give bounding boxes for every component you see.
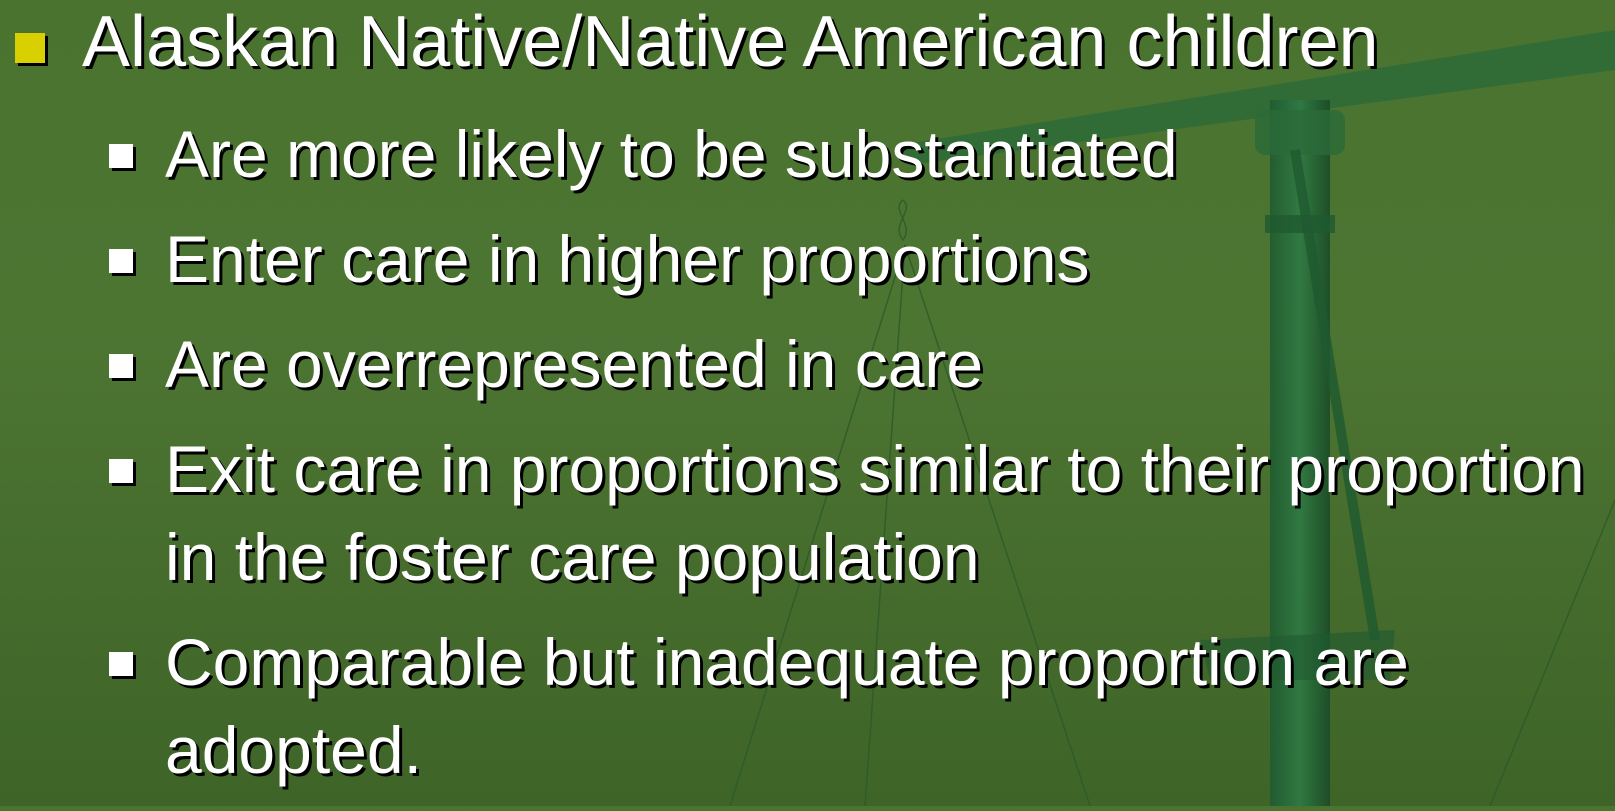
sub-bullet: Enter care in higher proportions xyxy=(109,215,1605,303)
sub-bullet-list: Are more likely to be substantiated Enter… xyxy=(109,110,1605,811)
sub-bullet: Exit care in proportions similar to thei… xyxy=(109,425,1605,601)
bullet-text: Alaskan Native/Native American children xyxy=(82,2,1379,82)
strings xyxy=(729,199,1615,806)
beam xyxy=(900,30,1615,165)
sub-bullet: Are overrepresented in care xyxy=(109,320,1605,408)
rod xyxy=(1290,149,1380,641)
sub-bullet: Are more likely to be substantiated xyxy=(109,110,1605,198)
bullet-marker xyxy=(15,33,45,63)
sub-bullet: Comparable but inadequate proportion are… xyxy=(109,618,1605,794)
pillar-top xyxy=(1255,110,1345,155)
pan xyxy=(1200,630,1395,680)
pillar-ring xyxy=(1265,215,1335,233)
